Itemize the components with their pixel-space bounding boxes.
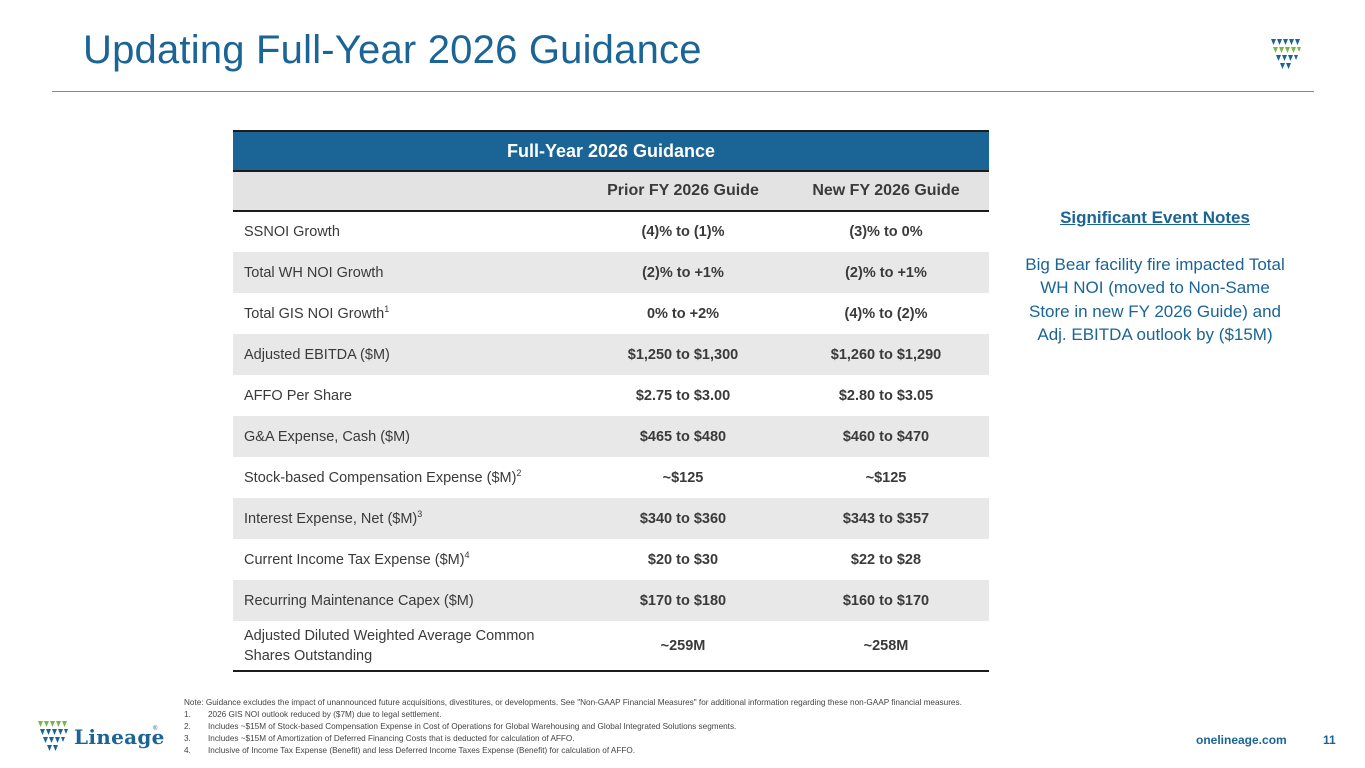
row-new-value: ~258M <box>783 621 989 672</box>
footnote-number: 4. <box>184 746 191 755</box>
row-label: Interest Expense, Net ($M)3 <box>233 498 583 539</box>
table-row: Interest Expense, Net ($M)3 $340 to $360… <box>233 498 989 539</box>
notes-title: Significant Event Notes <box>1060 208 1250 227</box>
row-new-value: ~$125 <box>865 469 907 486</box>
footnote-note: Note: Guidance excludes the impact of un… <box>184 698 962 707</box>
row-prior-value: 0% to +2% <box>646 305 720 322</box>
footnote-item: 4. Inclusive of Income Tax Expense (Bene… <box>184 745 1144 757</box>
row-prior-value: ~259M <box>583 621 783 672</box>
footnote-number: 2. <box>184 722 191 731</box>
table-header-row: Prior FY 2026 Guide New FY 2026 Guide <box>233 170 989 212</box>
footnote-item: 1. 2026 GIS NOI outlook reduced by ($7M)… <box>184 709 1144 721</box>
row-new-value: $343 to $357 <box>783 498 989 539</box>
row-label: Total GIS NOI Growth1 <box>244 303 390 322</box>
row-prior-value: (2)% to +1% <box>583 252 783 293</box>
row-label: Adjusted Diluted Weighted Average Common… <box>233 621 583 672</box>
row-label: SSNOI Growth <box>244 224 340 240</box>
page-title: Updating Full-Year 2026 Guidance <box>83 28 702 72</box>
row-new-value: (3)% to 0% <box>849 224 923 240</box>
table-row: Total GIS NOI Growth1 0% to +2% (4)% to … <box>233 293 989 334</box>
table-row: SSNOI Growth (4)% to (1)% (3)% to 0% <box>233 211 989 252</box>
row-prior-value: (4)% to (1)% <box>641 224 725 240</box>
row-label: Total WH NOI Growth <box>233 252 583 293</box>
footnote-text: Inclusive of Income Tax Expense (Benefit… <box>208 746 636 755</box>
row-prior-value: $340 to $360 <box>583 498 783 539</box>
row-prior-value: $20 to $30 <box>647 551 719 568</box>
row-label: G&A Expense, Cash ($M) <box>233 416 583 457</box>
footnotes: Note: Guidance excludes the impact of un… <box>184 697 1144 757</box>
table-row: Adjusted Diluted Weighted Average Common… <box>233 621 989 672</box>
table-row: Recurring Maintenance Capex ($M) $170 to… <box>233 580 989 621</box>
row-new-value: (4)% to (2)% <box>844 305 928 322</box>
row-new-value: $460 to $470 <box>783 416 989 457</box>
table-row: Current Income Tax Expense ($M)4 $20 to … <box>233 539 989 580</box>
table-row: G&A Expense, Cash ($M) $465 to $480 $460… <box>233 416 989 457</box>
registered-mark: ® <box>153 726 158 732</box>
notes-body: Big Bear facility fire impacted Total WH… <box>1025 254 1285 345</box>
row-label: AFFO Per Share <box>244 387 352 404</box>
significant-event-notes: Significant Event Notes Big Bear facilit… <box>1020 206 1290 347</box>
website-link[interactable]: onelineage.com <box>1196 733 1287 747</box>
footnote-text: Includes ~$15M of Amortization of Deferr… <box>208 734 575 743</box>
row-label: Stock-based Compensation Expense ($M)2 <box>244 467 522 486</box>
row-new-value: (2)% to +1% <box>783 252 989 293</box>
page-number: 11 <box>1323 733 1336 747</box>
row-prior-value: $465 to $480 <box>583 416 783 457</box>
footnote-text: Includes ~$15M of Stock-based Compensati… <box>208 722 737 731</box>
row-label: Adjusted EBITDA ($M) <box>233 334 583 375</box>
lineage-logo: Lineage ® <box>36 720 164 754</box>
column-header-new: New FY 2026 Guide <box>783 170 989 212</box>
guidance-table: Full-Year 2026 Guidance Prior FY 2026 Gu… <box>233 130 989 672</box>
title-divider <box>52 91 1314 92</box>
table-row: Total WH NOI Growth (2)% to +1% (2)% to … <box>233 252 989 293</box>
table-banner: Full-Year 2026 Guidance <box>233 130 989 171</box>
row-new-value: $1,260 to $1,290 <box>783 334 989 375</box>
table-row: Adjusted EBITDA ($M) $1,250 to $1,300 $1… <box>233 334 989 375</box>
lineage-shield-logo-icon <box>1271 39 1301 69</box>
table-row: AFFO Per Share $2.75 to $3.00 $2.80 to $… <box>233 375 989 416</box>
table-row: Stock-based Compensation Expense ($M)2 ~… <box>233 457 989 498</box>
footnote-item: 3. Includes ~$15M of Amortization of Def… <box>184 733 1144 745</box>
footnote-text: 2026 GIS NOI outlook reduced by ($7M) du… <box>208 710 442 719</box>
row-label: Current Income Tax Expense ($M)4 <box>244 549 470 568</box>
row-new-value: $160 to $170 <box>783 580 989 621</box>
column-header-prior: Prior FY 2026 Guide <box>583 170 783 212</box>
row-label: Recurring Maintenance Capex ($M) <box>233 580 583 621</box>
row-new-value: $22 to $28 <box>850 551 922 568</box>
footnote-number: 1. <box>184 710 191 719</box>
row-prior-value: $1,250 to $1,300 <box>583 334 783 375</box>
footnote-number: 3. <box>184 734 191 743</box>
row-prior-value: ~$125 <box>662 469 704 486</box>
footnote-item: 2. Includes ~$15M of Stock-based Compens… <box>184 721 1144 733</box>
brand-wordmark: Lineage <box>74 725 165 749</box>
lineage-shield-logo-icon <box>38 721 68 751</box>
row-prior-value: $2.75 to $3.00 <box>635 387 731 404</box>
row-prior-value: $170 to $180 <box>583 580 783 621</box>
column-header-label <box>233 170 583 212</box>
row-new-value: $2.80 to $3.05 <box>838 387 934 404</box>
